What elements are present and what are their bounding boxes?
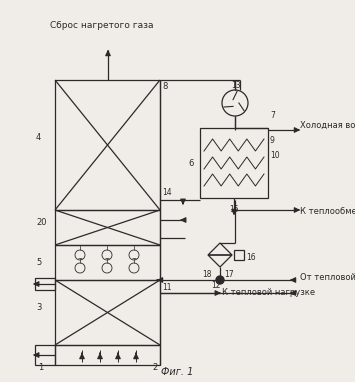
Text: 1: 1 — [38, 363, 43, 372]
Text: Холодная вода ГВ: Холодная вода ГВ — [300, 120, 355, 129]
Bar — [200, 128, 268, 198]
Circle shape — [222, 90, 248, 116]
Bar — [35, 345, 55, 365]
Text: Сброс нагретого газа: Сброс нагретого газа — [50, 21, 153, 30]
Bar — [234, 250, 244, 260]
Text: 11: 11 — [162, 283, 171, 292]
Bar — [55, 245, 160, 280]
Bar — [55, 280, 160, 345]
Bar — [55, 210, 160, 245]
Text: 8: 8 — [162, 82, 167, 91]
Text: К тепловой нагрузке: К тепловой нагрузке — [222, 288, 315, 297]
Bar — [55, 345, 160, 365]
Text: 20: 20 — [36, 218, 47, 227]
Bar — [55, 80, 160, 210]
Circle shape — [216, 276, 224, 284]
Text: 2: 2 — [152, 363, 157, 372]
Text: 10: 10 — [270, 151, 280, 160]
Text: 3: 3 — [36, 303, 42, 312]
Text: 6: 6 — [188, 159, 193, 167]
Text: 4: 4 — [36, 133, 41, 142]
Text: От тепловой нагрузки: От тепловой нагрузки — [300, 274, 355, 283]
Text: 18: 18 — [202, 270, 212, 279]
Text: 12: 12 — [211, 281, 221, 290]
Text: К теплообменнику ГВ: К теплообменнику ГВ — [300, 207, 355, 217]
Text: 5: 5 — [36, 258, 41, 267]
Text: 14: 14 — [162, 188, 171, 197]
Bar — [35, 278, 55, 290]
Text: 15: 15 — [229, 205, 239, 214]
Text: 16: 16 — [246, 253, 256, 262]
Text: 9: 9 — [270, 136, 275, 145]
Text: 13: 13 — [231, 81, 241, 90]
Text: Фиг. 1: Фиг. 1 — [161, 367, 193, 377]
Text: 17: 17 — [224, 270, 234, 279]
Text: 7: 7 — [270, 111, 275, 120]
